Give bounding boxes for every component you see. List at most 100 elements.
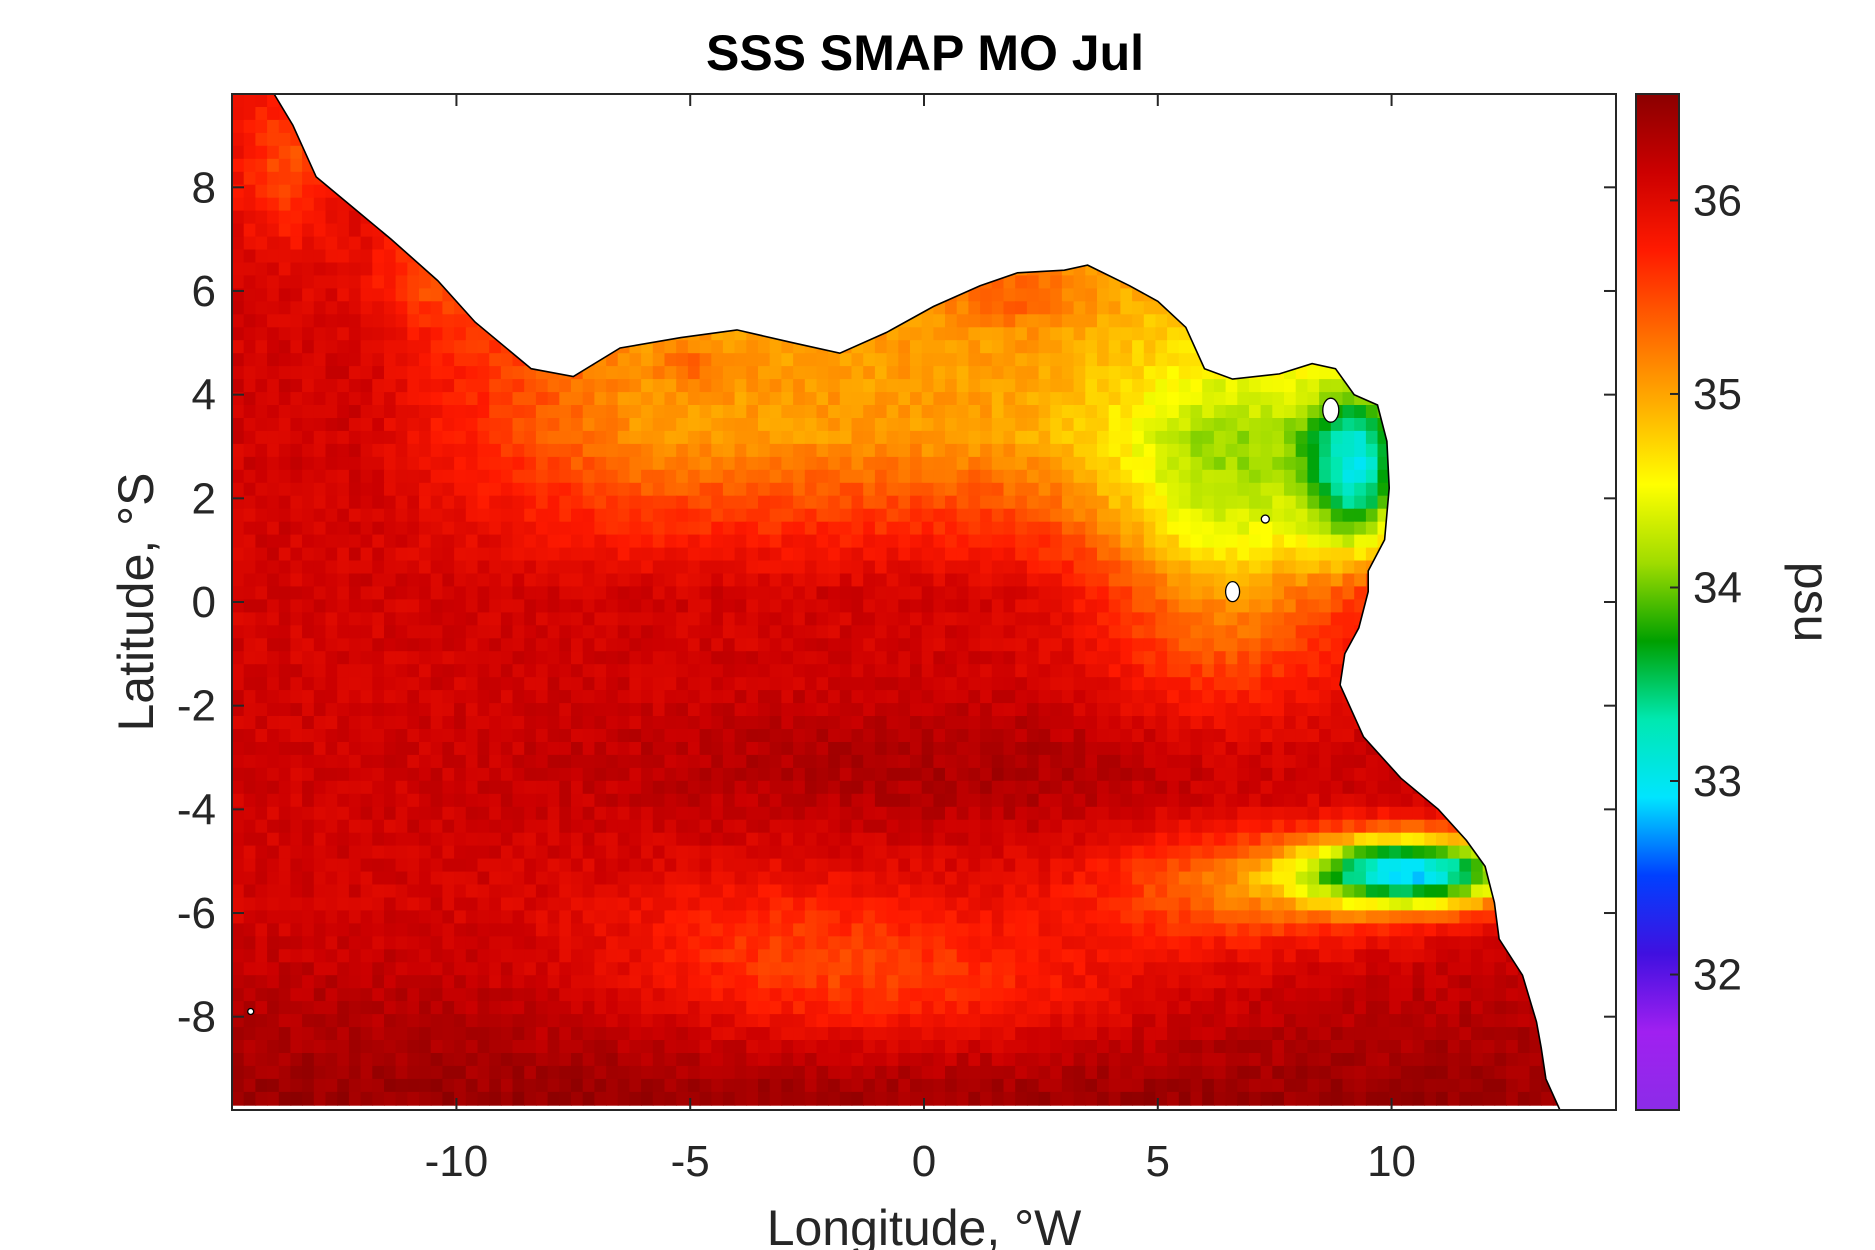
- heatmap-cell: [500, 353, 514, 367]
- heatmap-cell: [232, 547, 245, 562]
- heatmap-cell: [652, 418, 666, 432]
- heatmap-cell: [500, 534, 514, 549]
- heatmap-cell: [547, 405, 561, 419]
- heatmap-cell: [348, 340, 362, 354]
- heatmap-cell: [1061, 612, 1075, 627]
- heatmap-cell: [547, 560, 561, 575]
- heatmap-cell: [1155, 314, 1168, 329]
- heatmap-cell: [1015, 625, 1028, 640]
- heatmap-cell: [512, 469, 525, 484]
- heatmap-cell: [571, 495, 584, 510]
- heatmap-cell: [945, 599, 958, 614]
- heatmap-cell: [1050, 392, 1063, 406]
- heatmap-cell: [641, 521, 654, 536]
- heatmap-cell: [547, 430, 561, 445]
- heatmap-cell: [313, 612, 327, 627]
- heatmap-cell: [945, 418, 958, 432]
- heatmap-cell: [816, 418, 829, 432]
- heatmap-cell: [278, 482, 292, 497]
- heatmap-cell: [419, 430, 432, 445]
- heatmap-cell: [664, 366, 677, 380]
- heatmap-cell: [243, 405, 257, 419]
- heatmap-cell: [711, 599, 724, 614]
- heatmap-cell: [430, 353, 444, 367]
- heatmap-cell: [1108, 586, 1122, 601]
- heatmap-cell: [991, 482, 1005, 497]
- heatmap-cell: [559, 443, 572, 458]
- heatmap-cell: [395, 249, 409, 264]
- heatmap-cell: [968, 547, 981, 562]
- heatmap-cell: [419, 327, 432, 342]
- heatmap-cell: [313, 638, 327, 653]
- heatmap-cell: [582, 625, 596, 640]
- heatmap-cell: [524, 638, 537, 653]
- heatmap-cell: [781, 495, 794, 510]
- heatmap-cell: [816, 612, 829, 627]
- heatmap-cell: [1003, 599, 1016, 614]
- heatmap-cell: [1085, 353, 1098, 367]
- heatmap-cell: [874, 508, 888, 523]
- heatmap-cell: [781, 469, 794, 484]
- heatmap-cell: [360, 456, 374, 471]
- heatmap-cell: [629, 508, 642, 523]
- heatmap-cell: [535, 379, 549, 393]
- heatmap-cell: [360, 547, 374, 562]
- heatmap-cell: [1061, 482, 1075, 497]
- heatmap-cell: [793, 443, 806, 458]
- heatmap-cell: [1155, 443, 1168, 458]
- heatmap-cell: [851, 573, 864, 588]
- heatmap-cell: [1307, 405, 1320, 419]
- heatmap-cell: [945, 443, 958, 458]
- heatmap-cell: [442, 443, 455, 458]
- heatmap-cell: [1272, 599, 1285, 614]
- heatmap-cell: [489, 430, 502, 445]
- heatmap-cell: [898, 327, 911, 342]
- heatmap-cell: [1272, 573, 1285, 588]
- heatmap-cell: [1249, 521, 1262, 536]
- heatmap-cell: [1061, 379, 1075, 393]
- heatmap-cell: [874, 418, 888, 432]
- heatmap-cell: [746, 560, 759, 575]
- heatmap-cell: [1354, 586, 1367, 601]
- heatmap-cell: [1120, 418, 1133, 432]
- heatmap-cell: [1237, 625, 1250, 640]
- heatmap-cell: [278, 456, 292, 471]
- heatmap-cell: [278, 379, 292, 393]
- heatmap-cell: [489, 586, 502, 601]
- heatmap-cell: [1026, 560, 1040, 575]
- heatmap-cell: [793, 547, 806, 562]
- heatmap-cell: [1260, 379, 1274, 393]
- heatmap-cell: [512, 638, 525, 653]
- heatmap-cell: [255, 262, 268, 277]
- heatmap-cell: [243, 197, 257, 212]
- heatmap-cell: [991, 625, 1005, 640]
- heatmap-cell: [243, 171, 257, 186]
- heatmap-cell: [956, 392, 970, 406]
- heatmap-cell: [267, 158, 280, 173]
- heatmap-cell: [874, 586, 888, 601]
- heatmap-cell: [302, 171, 315, 186]
- heatmap-cell: [910, 418, 923, 432]
- heatmap-cell: [828, 392, 841, 406]
- heatmap-cell: [769, 379, 783, 393]
- heatmap-cell: [746, 573, 759, 588]
- heatmap-cell: [489, 469, 502, 484]
- heatmap-cell: [687, 392, 701, 406]
- heatmap-cell: [606, 379, 619, 393]
- heatmap-cell: [746, 612, 759, 627]
- heatmap-cell: [1085, 418, 1098, 432]
- heatmap-cell: [465, 638, 479, 653]
- heatmap-cell: [699, 443, 713, 458]
- heatmap-cell: [500, 392, 514, 406]
- heatmap-cell: [1085, 366, 1098, 380]
- heatmap-cell: [430, 418, 444, 432]
- heatmap-cell: [734, 521, 748, 536]
- heatmap-cell: [746, 379, 759, 393]
- heatmap-cell: [313, 418, 327, 432]
- heatmap-cell: [863, 469, 876, 484]
- heatmap-cell: [945, 612, 958, 627]
- heatmap-cell: [465, 508, 479, 523]
- heatmap-cell: [1249, 560, 1262, 575]
- heatmap-cell: [290, 366, 303, 380]
- heatmap-cell: [1026, 430, 1040, 445]
